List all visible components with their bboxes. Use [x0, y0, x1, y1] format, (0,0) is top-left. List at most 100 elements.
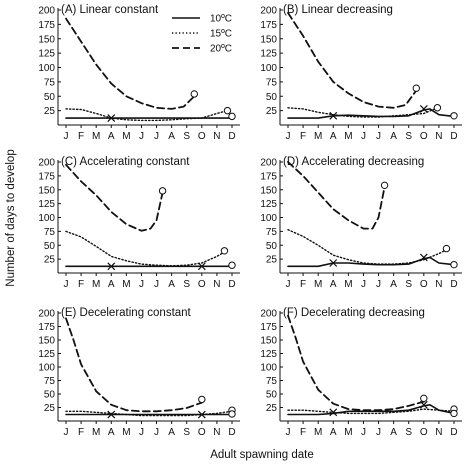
- x-tick-label: D: [228, 279, 235, 290]
- x-tick-label: J: [286, 427, 291, 438]
- end-marker: [442, 244, 451, 253]
- x-axis-label: Adult spawning date: [210, 449, 314, 461]
- panel-title: (B) Linear decreasing: [283, 4, 393, 16]
- y-tick-label: 125: [38, 349, 55, 360]
- y-tick-label: 175: [38, 171, 55, 182]
- y-tick-label: 175: [38, 20, 55, 31]
- cross-marker: [419, 253, 428, 262]
- x-tick-label: M: [344, 279, 352, 290]
- x-tick-label: M: [92, 427, 100, 438]
- x-tick-label: J: [376, 131, 381, 142]
- y-tick-label: 200: [38, 309, 55, 320]
- y-tick-label: 75: [266, 77, 278, 88]
- series-line-dashed: [287, 161, 386, 230]
- y-tick-label: 25: [266, 403, 278, 414]
- x-tick-label: F: [300, 427, 306, 438]
- x-tick-label: O: [420, 131, 428, 142]
- cross-marker: [329, 408, 338, 417]
- x-tick-label: A: [168, 427, 175, 438]
- x-tick-label: J: [139, 131, 144, 142]
- y-tick-label: 200: [38, 6, 55, 17]
- x-tick-label: M: [122, 427, 130, 438]
- y-tick-label: 150: [38, 185, 55, 196]
- y-tick-label: 150: [260, 336, 277, 347]
- x-tick-label: J: [361, 131, 366, 142]
- y-tick-label: 125: [260, 49, 277, 60]
- x-tick-label: D: [450, 131, 457, 142]
- x-tick-label: A: [108, 279, 115, 290]
- x-tick-label: S: [183, 279, 190, 290]
- series-line-dotted: [65, 410, 233, 417]
- y-tick-label: 200: [260, 6, 277, 17]
- end-marker: [198, 395, 206, 404]
- y-tick-label: 150: [38, 34, 55, 45]
- series-line-dotted: [287, 107, 439, 118]
- panel-title: (A) Linear constant: [61, 4, 159, 16]
- y-tick-label: 175: [38, 322, 55, 333]
- series-line-dashed: [65, 317, 203, 413]
- end-marker: [450, 112, 458, 120]
- y-tick-label: 50: [44, 390, 56, 401]
- end-marker: [412, 84, 420, 92]
- panel-title: (F) Decelerating decreasing: [283, 307, 425, 319]
- series-line-dashed: [287, 12, 418, 109]
- y-tick-label: 175: [260, 171, 277, 182]
- end-marker: [228, 112, 236, 121]
- x-tick-label: O: [198, 427, 206, 438]
- y-tick-label: 150: [38, 336, 55, 347]
- x-tick-label: S: [183, 427, 190, 438]
- x-tick-label: A: [108, 427, 115, 438]
- x-tick-label: D: [450, 427, 457, 438]
- x-tick-label: N: [213, 427, 220, 438]
- y-tick-label: 75: [44, 227, 56, 238]
- x-tick-label: A: [390, 427, 397, 438]
- x-tick-label: F: [78, 427, 84, 438]
- cross-marker: [107, 114, 116, 123]
- x-tick-label: M: [314, 279, 322, 290]
- legend-label: 20ºC: [210, 44, 232, 55]
- y-tick-label: 25: [266, 255, 278, 266]
- y-tick-label: 50: [44, 241, 56, 252]
- x-tick-label: M: [92, 279, 100, 290]
- series-line-solid: [287, 404, 455, 416]
- end-marker: [380, 181, 389, 190]
- x-tick-label: J: [361, 279, 366, 290]
- x-tick-label: A: [330, 131, 337, 142]
- y-tick-label: 75: [44, 77, 56, 88]
- y-tick-label: 175: [260, 20, 277, 31]
- x-tick-label: S: [405, 131, 412, 142]
- y-tick-label: 25: [44, 255, 56, 266]
- x-tick-label: S: [405, 427, 412, 438]
- x-tick-label: J: [64, 131, 69, 142]
- cross-marker: [107, 262, 116, 271]
- cross-marker: [329, 259, 338, 267]
- cross-marker: [419, 400, 428, 409]
- x-tick-label: A: [108, 131, 115, 142]
- legend-label: 15ºC: [210, 29, 232, 40]
- x-tick-label: O: [420, 427, 428, 438]
- y-tick-label: 100: [38, 363, 55, 374]
- y-tick-label: 75: [266, 227, 278, 238]
- x-tick-label: O: [198, 279, 206, 290]
- y-tick-label: 200: [260, 309, 277, 320]
- y-tick-label: 50: [266, 92, 278, 103]
- x-tick-label: D: [228, 427, 235, 438]
- y-tick-label: 125: [38, 49, 55, 60]
- series-line-dashed: [65, 17, 196, 110]
- panel-title: (E) Decelerating constant: [61, 307, 192, 319]
- x-tick-label: A: [168, 131, 175, 142]
- cross-marker: [197, 410, 206, 419]
- end-marker: [228, 410, 236, 418]
- y-tick-label: 150: [260, 34, 277, 45]
- x-tick-label: J: [139, 279, 144, 290]
- series-line-dashed: [65, 163, 164, 232]
- y-tick-label: 125: [38, 199, 55, 210]
- x-tick-label: F: [300, 279, 306, 290]
- x-tick-label: J: [286, 279, 291, 290]
- x-tick-label: F: [78, 131, 84, 142]
- x-tick-label: N: [213, 279, 220, 290]
